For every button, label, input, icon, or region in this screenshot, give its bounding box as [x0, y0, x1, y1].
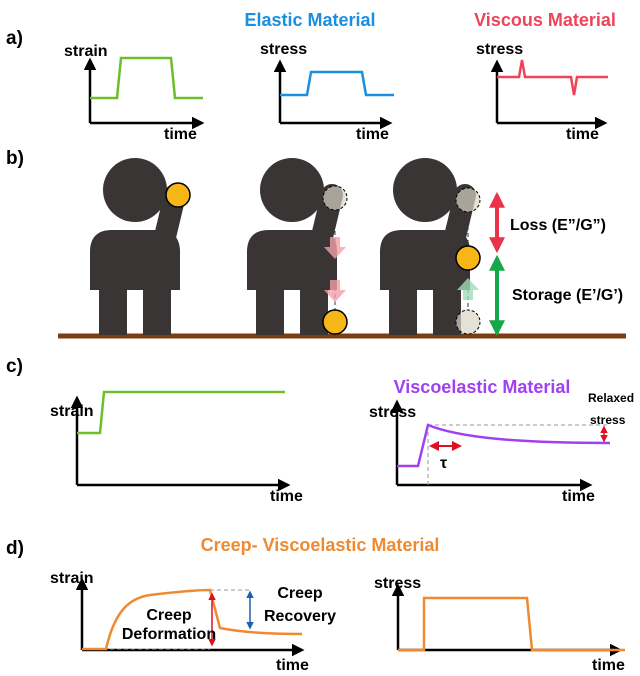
panel-label: d): [6, 538, 24, 559]
deformation-label: Deformation: [122, 626, 216, 643]
relaxed-label: Relaxed: [588, 391, 634, 405]
plot: Creep Deformation Creep Recovery strain …: [50, 570, 336, 674]
deformation-label: Creep: [146, 607, 192, 624]
recovery-label: Creep: [277, 585, 323, 602]
person: [247, 158, 337, 335]
loss-label: Loss (E”/G”): [510, 217, 606, 234]
ball-ghost: [456, 310, 480, 334]
y-label: stress: [374, 575, 421, 592]
y-label: strain: [50, 570, 94, 587]
relaxed-label: stress: [590, 413, 626, 427]
panel-label: b): [6, 148, 24, 169]
curve: [90, 58, 203, 98]
y-label: stress: [369, 404, 416, 421]
ball: [166, 183, 190, 207]
x-label: time: [270, 488, 303, 505]
panel-label: c): [6, 356, 23, 377]
x-label: time: [566, 126, 599, 143]
title: Creep- Viscoelastic Material: [201, 535, 440, 555]
ball: [456, 246, 480, 270]
plot: stress time: [374, 575, 625, 674]
recovery-label: Recovery: [264, 608, 336, 625]
x-label: time: [592, 657, 625, 674]
y-label: stress: [260, 41, 307, 58]
y-label: strain: [64, 43, 108, 60]
title: Viscous Material: [474, 10, 616, 30]
ball: [323, 310, 347, 334]
x-label: time: [562, 488, 595, 505]
x-label: time: [276, 657, 309, 674]
figure: a) strain time Elastic Material stress t…: [0, 0, 640, 676]
curve: [77, 392, 285, 433]
curve: [280, 72, 394, 95]
ball-ghost: [456, 188, 480, 212]
ball-ghost: [323, 186, 347, 210]
person: [380, 158, 470, 335]
plot: strain time: [64, 43, 203, 143]
plot: strain time: [50, 392, 303, 505]
plot: τ Relaxed stress stress time: [369, 391, 634, 505]
x-label: time: [164, 126, 197, 143]
y-label: strain: [50, 403, 94, 420]
curve: [397, 425, 610, 466]
plot: Viscous Material stress time: [474, 10, 616, 143]
tau: τ: [440, 455, 447, 472]
panel-label: a): [6, 28, 23, 49]
x-label: time: [356, 126, 389, 143]
title: Viscoelastic Material: [394, 377, 571, 397]
title: Elastic Material: [244, 10, 375, 30]
curve: [398, 598, 625, 650]
y-label: stress: [476, 41, 523, 58]
storage-label: Storage (E’/G’): [512, 287, 623, 304]
plot: Elastic Material stress time: [244, 10, 394, 143]
curve: [497, 60, 608, 95]
person: [90, 158, 180, 335]
